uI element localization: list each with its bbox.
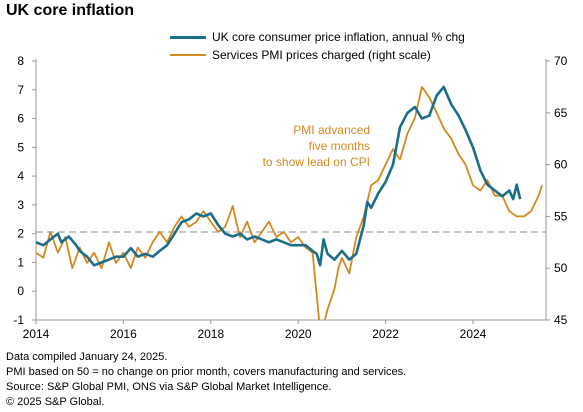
- x-tick-label: 2014: [23, 327, 50, 341]
- legend-swatch-pmi: [170, 54, 206, 56]
- footnote-source: Source: S&P Global PMI, ONS via S&P Glob…: [6, 381, 332, 393]
- annotation-line: PMI advanced: [293, 123, 370, 137]
- chart-title: UK core inflation: [6, 2, 135, 19]
- footnote-data-compiled: Data compiled January 24, 2025.: [6, 351, 168, 363]
- legend-item-core-cpi: UK core consumer price inflation, annual…: [170, 28, 465, 46]
- footnote-copyright: © 2025 S&P Global.: [6, 396, 105, 408]
- legend-swatch-core-cpi: [170, 35, 206, 39]
- y-left-tick-label: 4: [17, 169, 24, 183]
- y-right-tick-label: 45: [554, 313, 568, 327]
- annotation-line: five months: [309, 139, 370, 153]
- footnotes: Data compiled January 24, 2025. PMI base…: [6, 350, 406, 410]
- x-tick-label: 2016: [110, 327, 137, 341]
- x-tick-label: 2024: [460, 327, 487, 341]
- legend-item-pmi: Services PMI prices charged (right scale…: [170, 46, 465, 64]
- y-left-tick-label: 8: [17, 54, 24, 68]
- annotation-line: to show lead on CPI: [263, 155, 370, 169]
- x-tick-label: 2022: [372, 327, 399, 341]
- footnote-pmi-definition: PMI based on 50 = no change on prior mon…: [6, 366, 407, 378]
- y-left-tick-label: 7: [17, 83, 24, 97]
- y-left-tick-label: 6: [17, 112, 24, 126]
- legend-label-pmi: Services PMI prices charged (right scale…: [212, 48, 431, 62]
- x-tick-label: 2020: [285, 327, 312, 341]
- chart-series: [36, 85, 543, 320]
- series-line-pmi: [36, 86, 543, 320]
- y-right-tick-label: 50: [554, 261, 568, 275]
- y-left-tick-label: 1: [17, 255, 24, 269]
- legend: UK core consumer price inflation, annual…: [170, 28, 465, 64]
- y-left-tick-label: 2: [17, 227, 24, 241]
- y-right-tick-label: 60: [554, 158, 568, 172]
- y-right-tick-label: 70: [554, 54, 568, 68]
- series-line-core-cpi: [36, 85, 522, 267]
- legend-label-core-cpi: UK core consumer price inflation, annual…: [212, 30, 465, 44]
- y-left-tick-label: 3: [17, 198, 24, 212]
- y-left-tick-label: -1: [13, 313, 24, 327]
- y-right-tick-label: 65: [554, 106, 568, 120]
- y-left-tick-label: 5: [17, 140, 24, 154]
- y-right-tick-label: 55: [554, 209, 568, 223]
- chart-annotation: PMI advanced five months to show lead on C…: [263, 123, 370, 169]
- y-left-tick-label: 0: [17, 284, 24, 298]
- x-tick-label: 2018: [197, 327, 224, 341]
